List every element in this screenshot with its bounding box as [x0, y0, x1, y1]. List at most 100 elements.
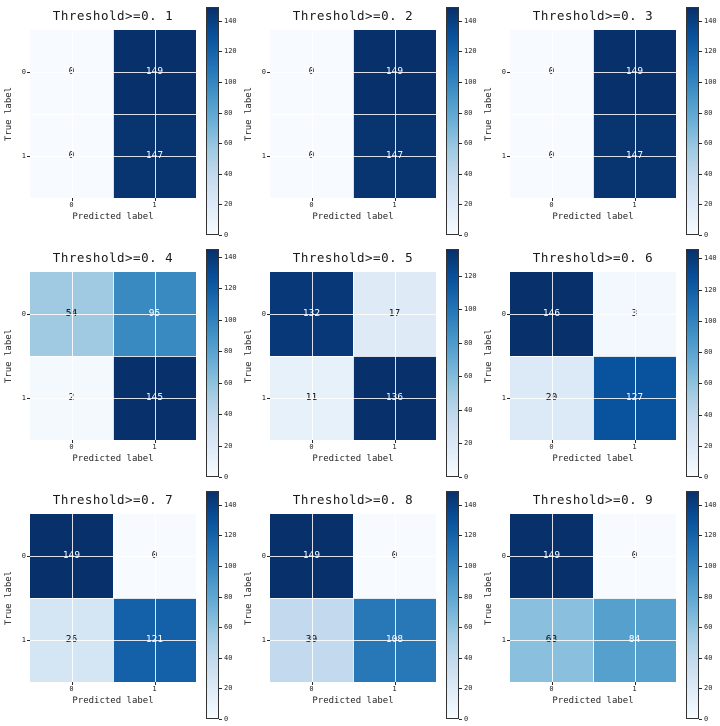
x-tick-mark [71, 440, 73, 443]
heatmap: 54 95 2 145 [30, 272, 196, 440]
y-tick-mark [267, 314, 270, 315]
matrix-cell: 63 [510, 598, 593, 682]
colorbar-bar [446, 491, 459, 719]
colorbar-tick-mark [219, 414, 222, 416]
colorbar-tick-label: 0 [704, 473, 709, 481]
x-tick-label: 1 [392, 685, 397, 693]
y-tick-mark [27, 156, 30, 157]
colorbar-tick-label: 20 [464, 200, 473, 209]
colorbar-tick-mark [459, 409, 462, 411]
matrix-cell: 136 [353, 356, 436, 440]
panel-title: Threshold>=0. 2 [292, 8, 414, 23]
matrix-cell: 95 [113, 272, 196, 356]
x-tick-label: 0 [549, 685, 554, 693]
y-tick-label: 1 [261, 152, 266, 160]
y-tick-label: 0 [501, 310, 506, 318]
matrix-cell: 108 [353, 598, 436, 682]
colorbar-tick-label: 100 [224, 77, 237, 86]
x-axis-label: Predicted label [312, 212, 394, 222]
x-tick-mark [71, 682, 73, 685]
colorbar-tick-mark [699, 20, 702, 22]
cell-value: 149 [62, 550, 81, 562]
colorbar-tick-mark [459, 235, 462, 236]
y-tick-mark [267, 398, 270, 399]
y-tick-mark [507, 314, 510, 315]
confusion-matrix-panel: Threshold>=0. 5 True label 132 17 11 136 Pr… [240, 242, 480, 484]
x-axis-label: Predicted label [312, 696, 394, 706]
panel-title: Threshold>=0. 4 [52, 250, 174, 265]
cell-value: 0 [548, 150, 555, 162]
heatmap: 0 149 0 147 [30, 30, 196, 198]
y-tick-mark [507, 72, 510, 73]
colorbar-tick-mark [459, 275, 462, 277]
colorbar-tick-mark [459, 309, 462, 311]
confusion-matrix-panel: Threshold>=0. 9 True label 149 0 63 84 Pred… [480, 484, 720, 726]
x-tick-label: 1 [152, 201, 157, 209]
matrix-cell: 0 [30, 114, 113, 198]
confusion-matrix-panel: Threshold>=0. 4 True label 54 95 2 145 Pred… [0, 242, 240, 484]
cell-value: 147 [625, 150, 644, 162]
cell-value: 147 [385, 150, 404, 162]
cell-value: 0 [548, 66, 555, 78]
colorbar-tick-label: 80 [704, 108, 713, 117]
colorbar-tick-mark [219, 719, 222, 720]
matrix-cell: 39 [270, 598, 353, 682]
cell-value: 145 [145, 392, 164, 404]
colorbar-tick-mark [219, 688, 222, 690]
colorbar-tick-label: 80 [464, 592, 473, 601]
cell-value: 149 [625, 66, 644, 78]
colorbar-tick-mark [699, 719, 702, 720]
matrix-cell: 26 [30, 598, 113, 682]
colorbar-tick-mark [699, 289, 702, 291]
colorbar-tick-mark [459, 535, 462, 537]
colorbar-tick-mark [699, 414, 702, 416]
x-tick-mark [311, 198, 313, 201]
panel-title: Threshold>=0. 5 [292, 250, 414, 265]
colorbar-tick-label: 40 [704, 653, 713, 662]
colorbar-tick-label: 20 [224, 441, 233, 450]
cell-value: 95 [148, 308, 161, 320]
colorbar-tick-mark [219, 535, 222, 537]
heatmap: 149 0 26 121 [30, 514, 196, 682]
x-axis-label: Predicted label [552, 454, 634, 464]
y-tick-mark [507, 156, 510, 157]
colorbar-tick-label: 120 [224, 47, 237, 56]
colorbar-tick-label: 120 [224, 284, 237, 293]
colorbar-tick-label: 0 [224, 715, 229, 723]
matrix-cell: 17 [353, 272, 436, 356]
x-tick-mark [634, 440, 636, 443]
matrix-cell: 0 [353, 514, 436, 598]
y-tick-mark [27, 640, 30, 641]
colorbar-tick-mark [219, 173, 222, 175]
matrix-cell: 145 [113, 356, 196, 440]
matrix-cell: 147 [113, 114, 196, 198]
colorbar-tick-label: 140 [464, 500, 477, 509]
colorbar-tick-mark [699, 596, 702, 598]
y-tick-label: 1 [501, 152, 506, 160]
x-tick-label: 0 [309, 201, 314, 209]
y-tick-mark [507, 556, 510, 557]
colorbar-tick-label: 0 [224, 231, 229, 239]
colorbar-tick-label: 40 [224, 653, 233, 662]
colorbar-tick-label: 20 [464, 684, 473, 693]
colorbar-tick-mark [219, 319, 222, 321]
x-tick-mark [551, 440, 553, 443]
heatmap: 149 0 63 84 [510, 514, 676, 682]
y-tick-label: 0 [261, 552, 266, 560]
colorbar-bar [686, 7, 699, 235]
colorbar-tick-mark [699, 320, 702, 322]
colorbar-tick-label: 120 [464, 271, 477, 280]
y-tick-label: 1 [21, 152, 26, 160]
colorbar-tick-label: 100 [224, 561, 237, 570]
matrix-cell: 84 [593, 598, 676, 682]
colorbar-tick-label: 120 [464, 47, 477, 56]
colorbar-tick-mark [219, 143, 222, 145]
confusion-matrix-panel: Threshold>=0. 8 True label 149 0 39 108 Pre… [240, 484, 480, 726]
confusion-matrix-panel: Threshold>=0. 1 True label 0 149 0 147 Pred… [0, 0, 240, 242]
colorbar-tick-label: 80 [224, 108, 233, 117]
colorbar: 0 20 40 60 80 100 120 140 [686, 7, 717, 239]
x-tick-mark [551, 682, 553, 685]
cell-value: 11 [305, 392, 318, 404]
cell-value: 149 [385, 66, 404, 78]
y-tick-mark [267, 640, 270, 641]
